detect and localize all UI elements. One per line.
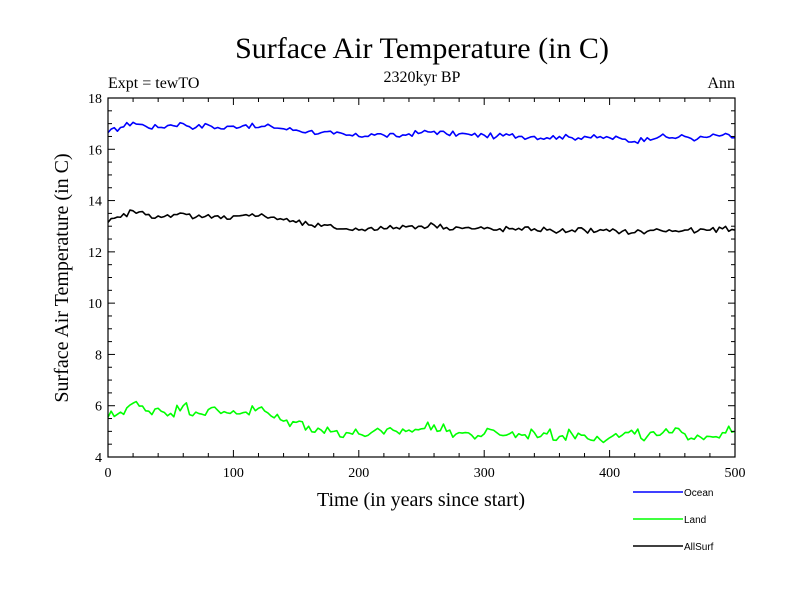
- y-tick-label: 10: [88, 297, 102, 312]
- x-tick-label: 500: [725, 466, 746, 481]
- x-tick-label: 100: [223, 466, 244, 481]
- series-line-land: [107, 400, 736, 444]
- y-tick-label: 16: [88, 143, 102, 158]
- season-label: Ann: [707, 75, 735, 92]
- x-tick-label: 0: [105, 466, 112, 481]
- legend-label-land: Land: [684, 515, 706, 526]
- legend-label-allsurf: AllSurf: [684, 542, 714, 553]
- series-line-ocean: [107, 121, 736, 145]
- series-line-allsurf: [107, 209, 736, 235]
- x-axis: 0 100 200 300 400 500: [105, 98, 746, 481]
- y-tick-label: 18: [88, 92, 102, 107]
- y-axis: 4 6 8 10 12 14 16 18: [88, 92, 735, 466]
- legend: Ocean Land AllSurf: [633, 488, 714, 553]
- y-axis-label: Surface Air Temperature (in C): [51, 153, 73, 402]
- y-tick-label: 12: [88, 246, 102, 261]
- y-tick-label: 6: [95, 400, 102, 415]
- plot-frame: [107, 97, 736, 458]
- legend-label-ocean: Ocean: [684, 488, 713, 499]
- experiment-label: Expt = tewTO: [108, 75, 199, 92]
- y-tick-label: 14: [88, 195, 102, 210]
- x-tick-label: 300: [474, 466, 495, 481]
- series-layer: [107, 121, 736, 444]
- y-tick-label: 4: [95, 451, 102, 466]
- x-tick-label: 200: [348, 466, 369, 481]
- chart-subtitle: 2320kyr BP: [384, 69, 461, 86]
- y-tick-label: 8: [95, 348, 102, 363]
- x-tick-label: 400: [599, 466, 620, 481]
- x-axis-label: Time (in years since start): [317, 489, 525, 511]
- chart-title: Surface Air Temperature (in C): [235, 32, 609, 65]
